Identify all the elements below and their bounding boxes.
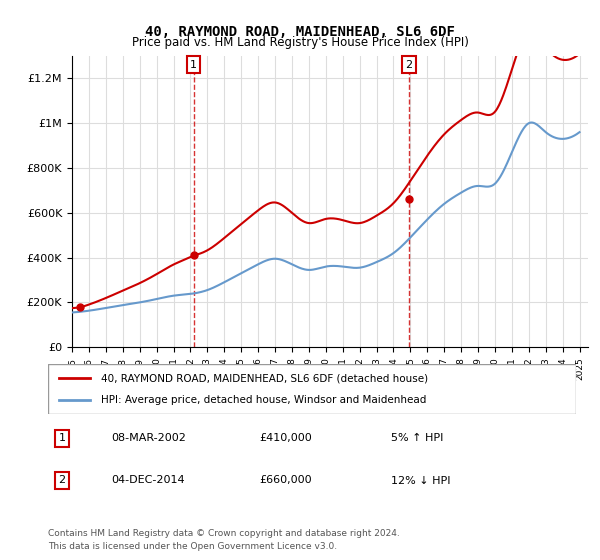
- Text: 40, RAYMOND ROAD, MAIDENHEAD, SL6 6DF: 40, RAYMOND ROAD, MAIDENHEAD, SL6 6DF: [145, 25, 455, 39]
- Text: 1: 1: [190, 60, 197, 70]
- Text: 04-DEC-2014: 04-DEC-2014: [112, 475, 185, 486]
- Text: 40, RAYMOND ROAD, MAIDENHEAD, SL6 6DF (detached house): 40, RAYMOND ROAD, MAIDENHEAD, SL6 6DF (d…: [101, 373, 428, 383]
- Text: 2: 2: [59, 475, 65, 486]
- Text: Contains HM Land Registry data © Crown copyright and database right 2024.: Contains HM Land Registry data © Crown c…: [48, 529, 400, 538]
- Text: This data is licensed under the Open Government Licence v3.0.: This data is licensed under the Open Gov…: [48, 542, 337, 550]
- Text: Price paid vs. HM Land Registry's House Price Index (HPI): Price paid vs. HM Land Registry's House …: [131, 36, 469, 49]
- Text: 2: 2: [406, 60, 413, 70]
- Text: 08-MAR-2002: 08-MAR-2002: [112, 433, 186, 444]
- FancyBboxPatch shape: [48, 364, 576, 414]
- Text: 1: 1: [59, 433, 65, 444]
- Text: HPI: Average price, detached house, Windsor and Maidenhead: HPI: Average price, detached house, Wind…: [101, 395, 426, 405]
- Text: £660,000: £660,000: [259, 475, 312, 486]
- Text: £410,000: £410,000: [259, 433, 312, 444]
- Text: 12% ↓ HPI: 12% ↓ HPI: [391, 475, 451, 486]
- Text: 5% ↑ HPI: 5% ↑ HPI: [391, 433, 443, 444]
